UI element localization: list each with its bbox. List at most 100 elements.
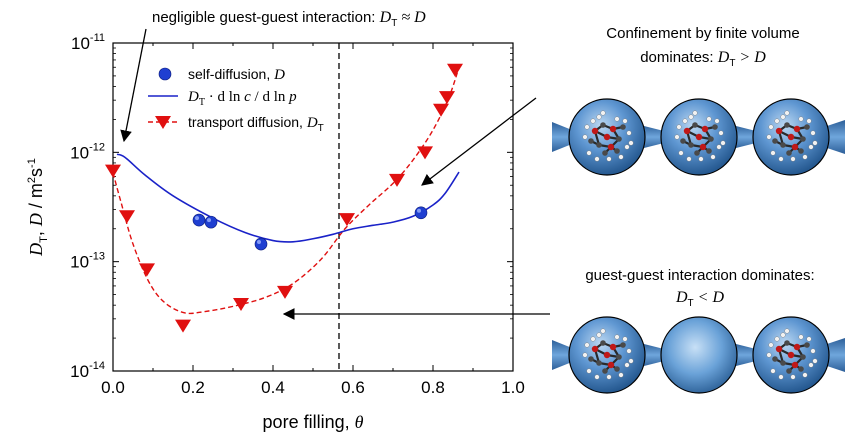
molecule-atom [610,344,616,350]
x-tick-label: 0.6 [341,378,365,397]
self-diffusion-point-highlight [195,216,199,220]
molecule-hydrogen [781,115,786,120]
molecule-hydrogen [583,353,588,358]
pore-illustration-partial [552,317,845,393]
transport-point [233,298,249,311]
molecule-atom [592,346,598,352]
molecule-atom [776,128,782,134]
y-tick-label: 10-12 [70,141,105,162]
molecule-hydrogen [687,157,692,162]
molecule-hydrogen [615,117,620,122]
molecule-hydrogen [627,349,632,354]
x-tick-label: 1.0 [501,378,525,397]
self-diffusion-point [415,207,427,219]
x-tick-label: 0.0 [101,378,125,397]
molecule-atom [588,138,594,144]
molecule-atom [608,362,614,368]
molecule-hydrogen [615,335,620,340]
pore-illustration-filled [552,99,845,175]
molecule-atom [804,124,810,130]
molecule-hydrogen [693,111,698,116]
legend-label-thermo: DT · d ln c / d ln p [187,89,297,108]
molecule-atom [600,340,606,346]
molecule-atom [596,360,602,366]
molecule-hydrogen [781,333,786,338]
molecule-hydrogen [625,145,630,150]
molecule-hydrogen [785,329,790,334]
molecule-atom [800,136,806,142]
molecule-hydrogen [601,329,606,334]
molecule-atom [700,144,706,150]
molecule-atom [616,354,622,360]
x-tick-label: 0.8 [421,378,445,397]
molecule-hydrogen [811,349,816,354]
molecule-hydrogen [679,151,684,156]
molecule-hydrogen [809,363,814,368]
molecule-hydrogen [587,369,592,374]
transport-point [447,64,463,77]
molecule-atom [772,138,778,144]
y-tick-label: 10-11 [71,32,105,53]
molecule-hydrogen [591,337,596,342]
molecule-atom [786,150,792,156]
molecule-hydrogen [699,157,704,162]
molecule-atom [600,122,606,128]
molecule-hydrogen [779,157,784,162]
self-diffusion-point [255,238,267,250]
molecule-atom [798,148,804,154]
molecule-hydrogen [771,151,776,156]
molecule-atom [780,360,786,366]
molecule-atom [788,352,794,358]
molecule-hydrogen [791,157,796,162]
self-diffusion-point-highlight [207,218,211,222]
molecule-atom [784,340,790,346]
transport-point [417,146,433,159]
molecule-hydrogen [689,115,694,120]
molecule-hydrogen [715,119,720,124]
molecule-hydrogen [623,119,628,124]
molecule-hydrogen [677,125,682,130]
molecule-atom [702,126,708,132]
molecule-atom [614,148,620,154]
molecule-hydrogen [627,131,632,136]
molecule-atom [792,144,798,150]
transport-point [433,104,449,117]
transport-point [105,165,121,178]
transport-point [439,91,455,104]
molecule-hydrogen [683,119,688,124]
molecule-hydrogen [807,119,812,124]
molecule-hydrogen [799,335,804,340]
molecule-atom [776,346,782,352]
molecule-hydrogen [809,145,814,150]
legend: self-diffusion, D DT · d ln c / d ln p t… [148,66,324,134]
molecule-hydrogen [803,373,808,378]
molecule-hydrogen [585,125,590,130]
transport-point [139,263,155,276]
molecule-atom [804,342,810,348]
molecule-atom [694,150,700,156]
y-tick-label: 10-14 [70,360,105,381]
molecule-atom [706,148,712,154]
molecule-hydrogen [595,375,600,380]
molecule-atom [772,356,778,362]
molecule-atom [616,136,622,142]
self-diffusion-point-highlight [417,209,421,213]
molecule-atom [620,124,626,130]
molecule-hydrogen [721,141,726,146]
molecule-hydrogen [767,135,772,140]
molecule-hydrogen [799,117,804,122]
molecule-atom [798,366,804,372]
molecule-hydrogen [601,111,606,116]
molecule-hydrogen [719,131,724,136]
molecule-hydrogen [813,359,818,364]
arrow-negligible [124,29,146,141]
transport-point [119,210,135,223]
molecule-atom [592,128,598,134]
molecule-hydrogen [769,343,774,348]
molecule-hydrogen [779,375,784,380]
molecule-atom [680,138,686,144]
x-axis-label: pore filling, θ [263,412,364,432]
molecule-hydrogen [591,119,596,124]
molecule-hydrogen [597,115,602,120]
molecule-hydrogen [583,135,588,140]
